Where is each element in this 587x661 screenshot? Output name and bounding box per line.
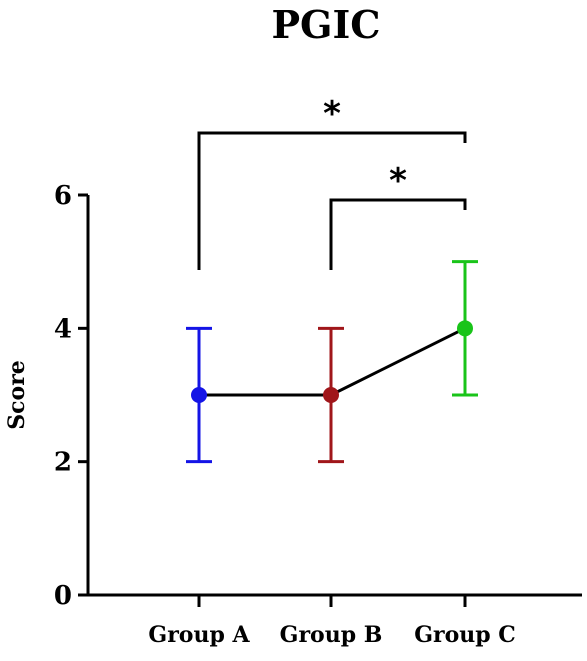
significance-brackets: **	[197, 94, 467, 270]
data-series	[186, 260, 478, 464]
y-tick-label: 6	[54, 181, 72, 211]
data-point	[323, 387, 339, 403]
significance-label: *	[389, 161, 407, 201]
significance-label: *	[323, 94, 341, 134]
significance-bracket: *	[329, 161, 467, 270]
axes	[86, 195, 582, 597]
data-point	[457, 320, 473, 337]
y-axis-ticks: 0 2 4 6	[54, 181, 88, 611]
x-axis-ticks: Group A Group B Group C	[148, 595, 516, 648]
y-tick-label: 0	[54, 581, 72, 611]
x-tick-label: Group A	[148, 622, 250, 648]
chart-title: PGIC	[271, 2, 380, 47]
data-point	[191, 387, 207, 403]
significance-bracket: *	[197, 94, 467, 270]
x-tick-label: Group B	[280, 622, 383, 648]
y-axis-label: Score	[4, 360, 30, 430]
data-point-group	[318, 326, 344, 464]
bracket-line	[197, 131, 467, 270]
data-point-group	[452, 260, 478, 397]
y-tick-label: 4	[54, 314, 72, 344]
x-tick-label: Group C	[414, 622, 516, 648]
y-tick-label: 2	[54, 448, 72, 478]
data-point-group	[186, 326, 212, 464]
bracket-line	[329, 198, 467, 270]
